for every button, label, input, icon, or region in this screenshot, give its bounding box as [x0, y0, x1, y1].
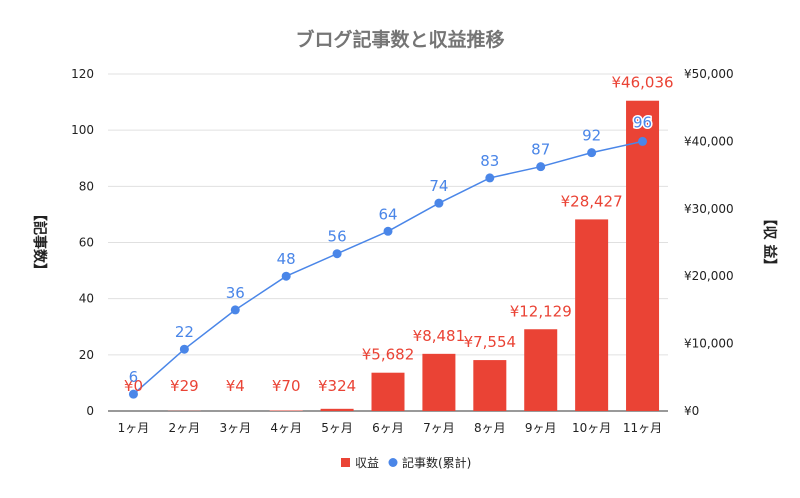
y-tick-label-left: 60 [79, 236, 94, 250]
legend-swatch-article-count [389, 458, 398, 467]
line-point [333, 249, 342, 258]
line-data-label: 64 [378, 205, 397, 223]
y-tick-label-left: 100 [71, 123, 94, 137]
x-tick-label: 6ヶ月 [372, 421, 404, 435]
x-tick-label: 10ヶ月 [572, 421, 611, 435]
line-point [282, 272, 291, 281]
bar-data-label: ¥28,427 [561, 192, 623, 210]
line-data-label: 6 [129, 368, 139, 386]
x-tick-label: 5ヶ月 [321, 421, 353, 435]
y-tick-label-left: 20 [79, 348, 94, 362]
x-tick-label: 2ヶ月 [169, 421, 201, 435]
bar-revenue [321, 409, 354, 411]
line-data-label: 22 [175, 323, 194, 341]
line-point [384, 227, 393, 236]
line-point [536, 162, 545, 171]
bar-data-label: ¥29 [170, 377, 199, 395]
bar-revenue [422, 354, 455, 411]
line-data-label: 83 [480, 152, 499, 170]
x-tick-label: 4ヶ月 [270, 421, 302, 435]
legend-swatch-revenue [341, 458, 350, 467]
x-tick-label: 1ヶ月 [118, 421, 150, 435]
bar-data-label: ¥7,554 [464, 333, 517, 351]
y-tick-label-right: ¥40,000 [684, 134, 734, 148]
line-data-label: 48 [277, 250, 296, 268]
x-tick-label: 7ヶ月 [423, 421, 455, 435]
legend-label-revenue: 収益 [355, 456, 379, 470]
bar-data-label: ¥8,481 [413, 327, 466, 345]
line-point [638, 137, 647, 146]
y-tick-label-left: 120 [71, 67, 94, 81]
bars-revenue [168, 101, 659, 411]
bar-revenue [473, 360, 506, 411]
y-axis-label-left: 【記事数】 [31, 207, 48, 277]
bar-data-label: ¥5,682 [362, 346, 415, 364]
y-axis-label-right: 【収 益】 [761, 212, 778, 273]
bar-revenue [626, 101, 659, 411]
line-point [587, 148, 596, 157]
bar-data-label: ¥4 [226, 377, 245, 395]
line-point [434, 199, 443, 208]
x-tick-label: 11ヶ月 [623, 421, 662, 435]
y-tick-label-right: ¥30,000 [684, 202, 734, 216]
line-data-label: 56 [328, 228, 347, 246]
bar-revenue [372, 373, 405, 411]
bar-data-label: ¥70 [272, 377, 301, 395]
bar-revenue [575, 219, 608, 411]
y-tick-label-right: ¥50,000 [684, 67, 734, 81]
line-point [180, 345, 189, 354]
y-tick-label-left: 40 [79, 292, 94, 306]
line-data-label: 74 [429, 177, 448, 195]
y-tick-label-right: ¥10,000 [684, 337, 734, 351]
chart-title: ブログ記事数と収益推移 [295, 28, 504, 51]
line-point [485, 173, 494, 182]
line-data-label: 96 [633, 113, 652, 131]
bar-data-label: ¥12,129 [510, 302, 572, 320]
legend: 収益 記事数(累計) [341, 455, 471, 470]
x-tick-label: 8ヶ月 [474, 421, 506, 435]
y-tick-label-left: 80 [79, 179, 94, 193]
line-data-label: 36 [226, 284, 245, 302]
line-point [231, 305, 240, 314]
x-tick-label: 9ヶ月 [525, 421, 557, 435]
legend-label-article-count: 記事数(累計) [402, 455, 471, 470]
x-tick-label: 3ヶ月 [219, 421, 251, 435]
bar-revenue [524, 329, 557, 411]
line-data-label: 92 [582, 127, 601, 145]
bar-data-label: ¥324 [318, 377, 356, 395]
y-tick-label-left: 0 [86, 404, 94, 418]
bar-data-label: ¥46,036 [612, 74, 674, 92]
y-tick-label-right: ¥0 [684, 404, 699, 418]
line-data-label: 87 [531, 141, 550, 159]
y-tick-label-right: ¥20,000 [684, 269, 734, 283]
